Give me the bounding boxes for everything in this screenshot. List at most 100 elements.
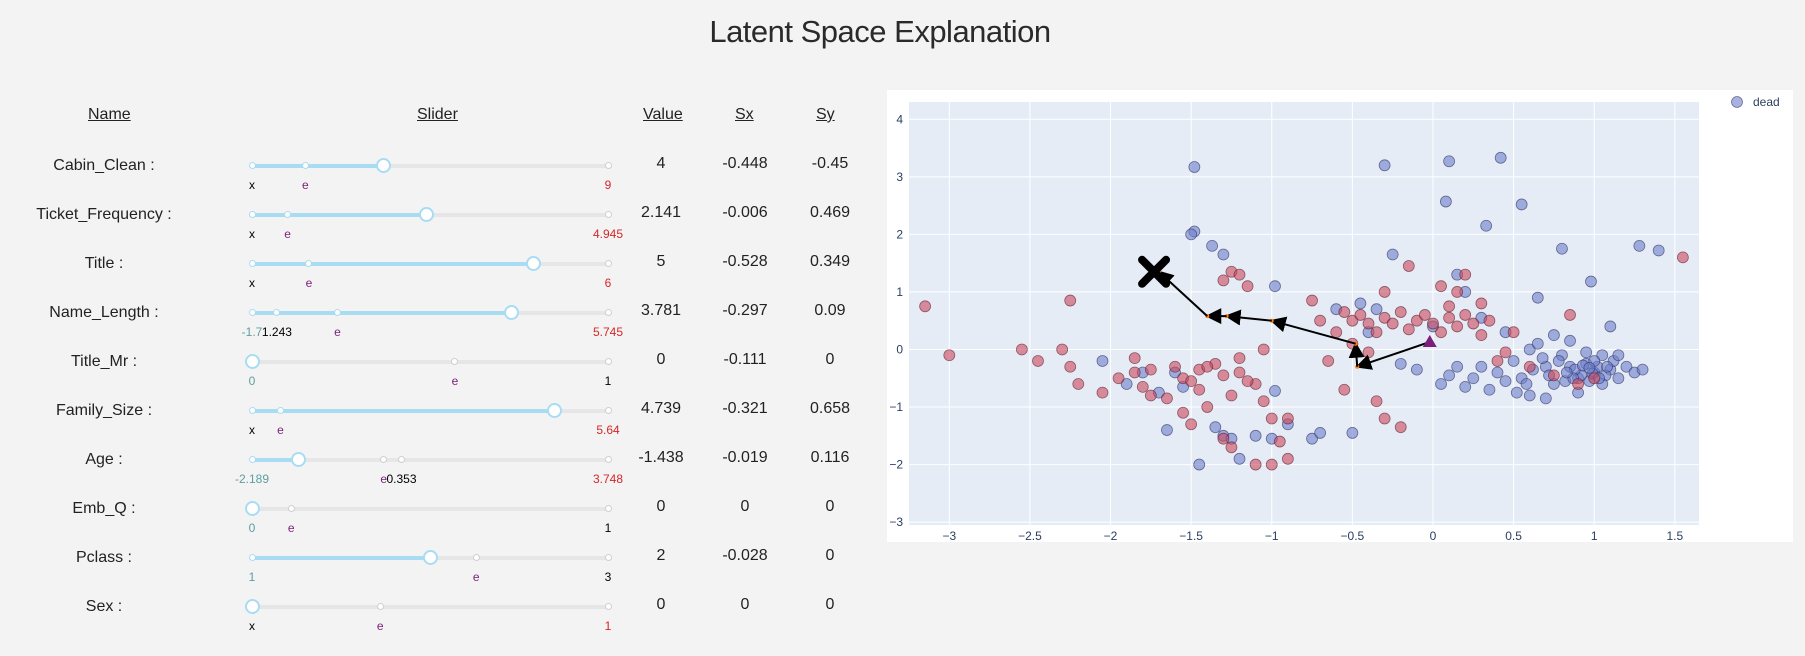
point-survived <box>1443 311 1456 324</box>
slider-mark-label: x <box>249 227 255 241</box>
feature-slider[interactable]: x e 4.945 <box>248 207 623 241</box>
feature-slider[interactable]: x e 5.64 <box>248 403 620 437</box>
cell-sy: 0 <box>825 547 835 564</box>
feature-slider[interactable]: 1 e 3 <box>248 550 612 584</box>
point-dead <box>1604 320 1617 333</box>
point-survived <box>1676 251 1689 264</box>
slider-handle[interactable] <box>525 256 541 271</box>
slider-tick <box>284 211 292 218</box>
y-tick-label: −2 <box>889 458 903 472</box>
legend-label: dead <box>1753 95 1780 109</box>
point-dead <box>1564 334 1576 347</box>
point-survived <box>1435 326 1447 339</box>
feature-slider[interactable]: -2.189 e 0.353 3.748 <box>235 452 623 486</box>
point-dead <box>1539 392 1552 405</box>
feature-slider[interactable]: x e 1 <box>244 599 612 633</box>
feature-slider[interactable]: x e 6 <box>248 256 612 290</box>
feature-name: Emb_Q : <box>72 500 136 517</box>
point-survived <box>1193 383 1206 396</box>
point-survived <box>1402 323 1415 336</box>
feature-name: Title : <box>84 255 124 272</box>
slider-mark-label: e <box>334 325 341 339</box>
feature-name: Sex : <box>85 598 123 615</box>
path-arrow <box>1355 341 1431 370</box>
path-arrow <box>1348 341 1365 367</box>
point-dead <box>1547 329 1560 341</box>
feature-slider[interactable]: x e 9 <box>248 158 612 192</box>
point-survived <box>1443 300 1456 313</box>
point-dead <box>1370 303 1383 316</box>
slider-handle[interactable] <box>376 158 392 173</box>
slider-mark-label: 0.353 <box>386 472 417 486</box>
slider-tick <box>604 211 612 218</box>
slider-mark-label: x <box>249 178 255 192</box>
point-dead <box>1188 161 1201 173</box>
point-survived <box>919 300 932 313</box>
slider-mark-label: 0 <box>248 374 256 388</box>
point-dead <box>1443 369 1456 382</box>
point-survived <box>1427 317 1439 330</box>
point-dead <box>1523 389 1536 402</box>
point-dead <box>1378 159 1391 172</box>
slider-fill <box>252 164 384 168</box>
point-dead <box>1531 291 1544 304</box>
feature-name: Name_Length : <box>49 304 159 321</box>
point-survived <box>1451 286 1464 298</box>
point-dead <box>1435 378 1447 390</box>
feature-row: Age : -2.189 e 0.353 3.748 -1.438 -0.019 0.116 <box>0 449 880 500</box>
cell-sy: 0 <box>825 498 835 515</box>
slider-fill <box>252 409 555 413</box>
slider-handle[interactable] <box>418 207 434 222</box>
slider-mark-label: x <box>249 423 255 437</box>
latent-scatter-chart[interactable]: −3 −2.5 −2 −1.5 −1 −0.5 0 0.5 1 1.5 −3 −2 −1 0 1 2 3 4 dea… <box>887 90 1793 543</box>
page-title: Latent Space Explanation <box>709 14 1051 49</box>
slider-tick <box>376 603 384 610</box>
slider-handle[interactable] <box>244 354 260 369</box>
slider-tick <box>248 554 256 561</box>
cell-sy: 0.469 <box>809 204 851 221</box>
slider-tick <box>276 407 284 414</box>
point-survived <box>1459 309 1472 321</box>
feature-slider[interactable]: 0 e 1 <box>244 501 612 535</box>
feature-row: Name_Length : -1.7 1.243 e 5.745 3.781 -0.297 0… <box>0 302 880 353</box>
point-survived <box>1507 326 1520 339</box>
point-survived <box>1402 260 1415 272</box>
point-survived <box>1281 412 1294 425</box>
point-survived <box>1225 389 1238 402</box>
feature-slider[interactable]: -1.7 1.243 e 5.745 <box>242 305 623 339</box>
point-dead <box>1612 372 1625 385</box>
slider-tick <box>301 162 309 169</box>
point-survived <box>1322 355 1335 367</box>
slider-handle[interactable] <box>244 599 260 614</box>
x-tick-label: −2.5 <box>1018 529 1042 542</box>
header-value: Value <box>643 106 683 123</box>
slider-tick <box>451 358 459 365</box>
point-dead <box>1233 452 1246 465</box>
cell-sy: 0.349 <box>809 253 851 270</box>
x-tick-label: −0.5 <box>1341 529 1365 542</box>
slider-tick <box>380 456 388 463</box>
cell-sx: -0.028 <box>722 547 768 564</box>
point-survived <box>1338 383 1351 396</box>
slider-handle[interactable] <box>504 305 520 320</box>
header-slider: Slider <box>417 106 458 123</box>
cell-value: 0 <box>656 351 666 368</box>
scatter-svg[interactable]: −3 −2.5 −2 −1.5 −1 −0.5 0 0.5 1 1.5 −3 −2 −1 0 1 2 3 4 dea… <box>887 90 1793 543</box>
point-dead <box>1161 424 1173 436</box>
slider-mark-label: 3.748 <box>592 472 624 486</box>
plot-area <box>909 102 1699 525</box>
slider-mark-label: e <box>472 570 480 584</box>
point-dead <box>1451 360 1464 373</box>
slider-tick <box>398 456 406 463</box>
point-survived <box>1257 395 1270 408</box>
point-dead <box>1475 360 1488 373</box>
slider-handle[interactable] <box>547 403 563 418</box>
slider-handle[interactable] <box>422 550 438 565</box>
feature-slider[interactable]: 0 e 1 <box>244 354 612 388</box>
cell-value: 5 <box>656 253 666 270</box>
slider-mark-label: 1.243 <box>261 325 292 339</box>
slider-handle[interactable] <box>290 452 306 467</box>
feature-row: Title_Mr : 0 e 1 0 -0.111 0 <box>0 351 880 402</box>
point-survived <box>1201 401 1214 413</box>
slider-handle[interactable] <box>244 501 260 516</box>
